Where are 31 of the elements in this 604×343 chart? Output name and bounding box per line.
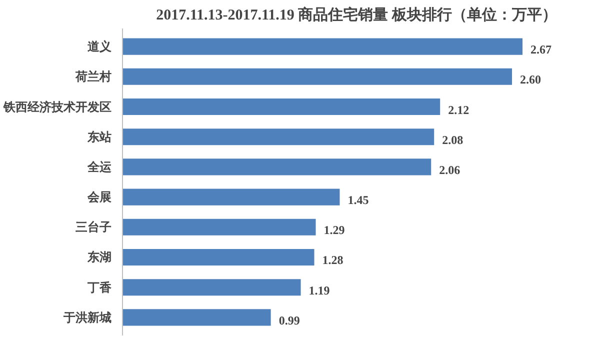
y-tick-label: 道义 xyxy=(86,40,112,54)
bar xyxy=(122,248,314,266)
y-tick-label: 会展 xyxy=(86,190,112,204)
bar xyxy=(122,38,522,55)
y-tick-label: 全运 xyxy=(86,160,112,174)
bar xyxy=(122,218,316,236)
data-label: 2.67 xyxy=(530,42,552,57)
bar xyxy=(122,158,432,176)
data-label: 0.99 xyxy=(278,313,300,328)
data-label: 1.28 xyxy=(322,253,344,268)
y-tick-label: 丁香 xyxy=(86,280,112,294)
bar xyxy=(122,188,340,206)
bar xyxy=(122,98,440,116)
y-tick-label: 东湖 xyxy=(86,250,112,264)
bar xyxy=(122,68,512,85)
data-label: 2.06 xyxy=(439,162,460,177)
chart-title: 2017.11.13-2017.11.19 商品住宅销量 板块排行（单位：万平） xyxy=(156,6,557,24)
data-label: 2.08 xyxy=(442,132,464,147)
bar xyxy=(122,309,271,326)
bar xyxy=(122,279,301,296)
y-tick-label: 铁西经济技术开发区 xyxy=(2,100,112,114)
data-label: 1.29 xyxy=(324,223,345,238)
data-label: 1.45 xyxy=(348,193,369,208)
data-label: 2.12 xyxy=(448,102,470,117)
data-label: 1.19 xyxy=(308,283,330,298)
data-label: 2.60 xyxy=(520,72,542,87)
y-tick-label: 东站 xyxy=(86,130,112,144)
y-tick-label: 三台子 xyxy=(76,220,112,234)
y-tick-label: 于洪新城 xyxy=(62,310,112,324)
y-tick-label: 荷兰村 xyxy=(74,70,112,84)
bar xyxy=(122,128,434,146)
